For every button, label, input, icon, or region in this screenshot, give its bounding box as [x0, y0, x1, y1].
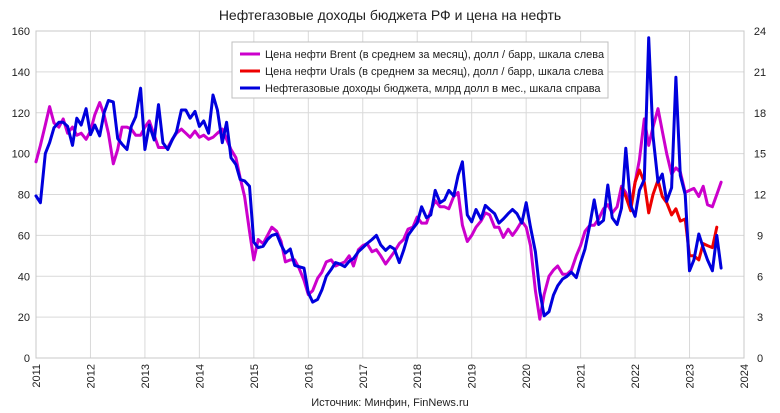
legend: Цена нефти Brent (в среднем за месяц), д… — [231, 41, 609, 99]
right-tick-label: 24 — [754, 26, 766, 38]
left-axis: 0 20 40 60 80 100 120 140 160 — [12, 26, 30, 365]
right-tick-label: 6 — [757, 271, 763, 283]
x-tick-label: 2024 — [739, 364, 751, 388]
x-axis: 2011 2012 2013 2014 2015 2016 2017 2018 2019 2020… — [31, 364, 751, 388]
legend-label: Цена нефти Brent (в среднем за месяц), д… — [265, 49, 605, 61]
right-tick-label: 21 — [754, 67, 766, 79]
x-tick-label: 2017 — [358, 364, 370, 388]
right-tick-label: 15 — [754, 149, 766, 161]
left-tick-label: 160 — [12, 26, 30, 38]
source-note: Источник: Минфин, FinNews.ru — [311, 397, 468, 409]
grid-layer — [35, 30, 745, 359]
x-tick-label: 2014 — [194, 364, 206, 388]
legend-label: Нефтегазовые доходы бюджета, млрд долл в… — [265, 83, 601, 95]
left-tick-label: 20 — [18, 312, 30, 324]
right-axis: 0 3 6 9 12 15 18 21 24 — [754, 26, 766, 365]
left-tick-label: 40 — [18, 271, 30, 283]
left-tick-label: 60 — [18, 230, 30, 242]
left-tick-label: 80 — [18, 190, 30, 202]
left-tick-label: 0 — [24, 353, 30, 365]
right-tick-label: 3 — [757, 312, 763, 324]
x-tick-label: 2013 — [140, 364, 152, 388]
x-tick-label: 2016 — [303, 364, 315, 388]
x-tick-label: 2021 — [576, 364, 588, 388]
series-line-1 — [34, 101, 723, 321]
legend-label: Цена нефти Urals (в среднем за месяц), д… — [265, 66, 604, 78]
chart-title: Нефтегазовые доходы бюджета РФ и цена на… — [219, 7, 561, 23]
left-tick-label: 120 — [12, 108, 30, 120]
series-line-2 — [620, 168, 719, 262]
right-tick-label: 12 — [754, 190, 766, 202]
x-tick-label: 2015 — [249, 364, 261, 388]
x-tick-label: 2012 — [85, 364, 97, 388]
x-tick-label: 2018 — [412, 364, 424, 388]
right-tick-label: 9 — [757, 230, 763, 242]
series-layer — [34, 36, 723, 321]
left-tick-label: 140 — [12, 67, 30, 79]
series-line-3 — [34, 36, 723, 318]
x-tick-label: 2022 — [630, 364, 642, 388]
right-tick-label: 0 — [757, 353, 763, 365]
x-tick-label: 2019 — [467, 364, 479, 388]
x-tick-label: 2023 — [685, 364, 697, 388]
x-tick-label: 2020 — [521, 364, 533, 388]
left-tick-label: 100 — [12, 149, 30, 161]
right-tick-label: 18 — [754, 108, 766, 120]
legend-box — [231, 41, 609, 99]
x-tick-label: 2011 — [31, 364, 43, 388]
